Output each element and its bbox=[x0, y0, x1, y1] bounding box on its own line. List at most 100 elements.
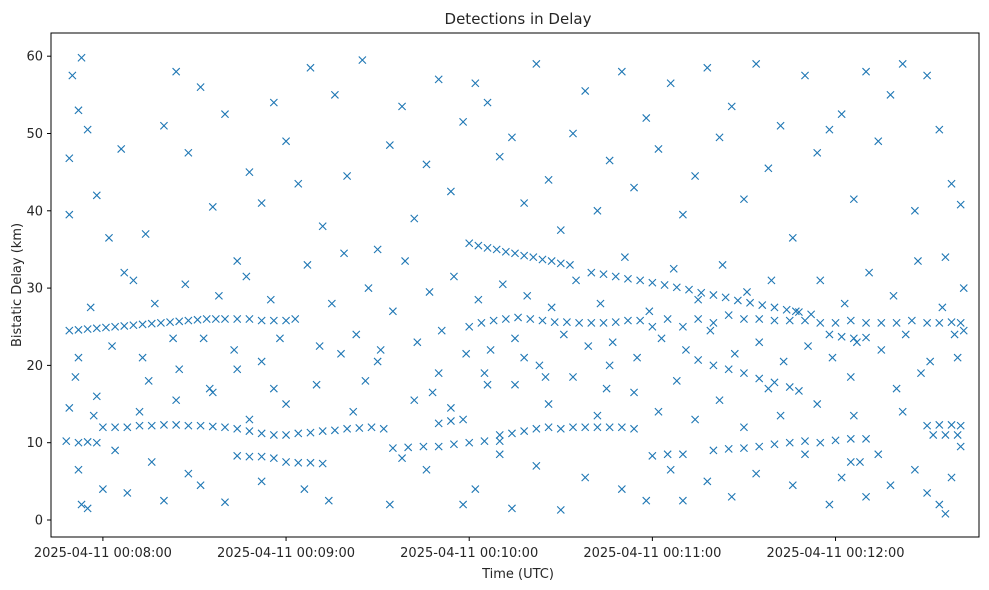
detection-point bbox=[208, 388, 217, 397]
detection-point bbox=[877, 318, 886, 327]
detection-point bbox=[849, 334, 858, 343]
detection-point bbox=[483, 98, 492, 107]
detection-point bbox=[648, 278, 657, 287]
detection-point bbox=[862, 492, 871, 501]
detection-point bbox=[68, 71, 77, 80]
detection-point bbox=[129, 321, 138, 330]
detection-point bbox=[602, 384, 611, 393]
detection-point bbox=[862, 318, 871, 327]
detection-point bbox=[419, 442, 428, 451]
detection-point bbox=[862, 333, 871, 342]
detection-point bbox=[156, 318, 165, 327]
detection-point bbox=[300, 485, 309, 494]
detection-point bbox=[697, 288, 706, 297]
detection-point bbox=[367, 423, 376, 432]
detection-point bbox=[953, 430, 962, 439]
detection-point bbox=[352, 330, 361, 339]
detection-point bbox=[801, 71, 809, 80]
detection-point bbox=[495, 450, 504, 459]
detection-point bbox=[480, 437, 489, 446]
detection-point bbox=[770, 316, 779, 325]
detection-point bbox=[111, 423, 120, 432]
detection-point bbox=[65, 210, 74, 219]
detection-point bbox=[849, 411, 858, 420]
detection-point bbox=[776, 411, 785, 420]
detection-point bbox=[779, 357, 788, 366]
detection-point bbox=[135, 421, 144, 430]
detection-point bbox=[312, 380, 321, 389]
detection-point bbox=[547, 257, 556, 266]
detection-point bbox=[269, 384, 278, 393]
detection-point bbox=[642, 114, 651, 123]
detection-point bbox=[434, 442, 443, 451]
detection-point bbox=[724, 365, 733, 374]
detection-point bbox=[929, 430, 938, 439]
detection-point bbox=[739, 444, 748, 453]
detection-point bbox=[923, 488, 932, 497]
detection-point bbox=[547, 303, 556, 312]
detection-point bbox=[956, 442, 965, 451]
detection-point bbox=[694, 295, 703, 304]
detection-point bbox=[587, 268, 596, 277]
x-axis-ticks: 2025-04-11 00:08:00 2025-04-11 00:09:00 20… bbox=[34, 537, 905, 561]
detection-point bbox=[343, 172, 352, 180]
detection-point bbox=[245, 452, 254, 461]
detection-point bbox=[199, 334, 208, 343]
detection-point bbox=[630, 183, 639, 192]
detection-point bbox=[947, 473, 956, 482]
detection-point bbox=[361, 376, 370, 385]
detection-point bbox=[483, 243, 492, 252]
detection-point bbox=[752, 59, 761, 68]
detection-point bbox=[184, 316, 193, 325]
detection-point bbox=[71, 372, 80, 381]
detection-point bbox=[120, 268, 129, 277]
detection-point bbox=[562, 318, 571, 327]
detection-point bbox=[385, 141, 394, 150]
detection-point bbox=[520, 251, 529, 260]
detection-point bbox=[681, 345, 690, 354]
detection-point bbox=[791, 307, 800, 316]
detection-point bbox=[172, 67, 181, 76]
detection-point bbox=[770, 378, 779, 387]
detection-point bbox=[98, 485, 107, 494]
detection-point bbox=[101, 323, 110, 332]
detection-point bbox=[196, 421, 205, 430]
detection-point bbox=[135, 407, 144, 416]
detection-point bbox=[471, 485, 480, 494]
detection-point bbox=[166, 318, 175, 327]
detection-point bbox=[141, 229, 150, 238]
detection-point bbox=[92, 392, 101, 401]
detection-point bbox=[837, 110, 846, 119]
detection-point bbox=[657, 334, 666, 343]
detection-point bbox=[92, 191, 101, 200]
detection-point bbox=[923, 421, 932, 430]
detection-point bbox=[257, 316, 266, 325]
detection-point bbox=[388, 307, 397, 316]
detection-point bbox=[785, 438, 794, 447]
detection-point bbox=[379, 424, 388, 433]
y-axis-ticks: 0 10 20 30 40 50 60 bbox=[26, 50, 51, 528]
detection-point bbox=[886, 481, 895, 490]
detection-point bbox=[184, 421, 193, 430]
detection-point bbox=[755, 442, 764, 451]
detection-point bbox=[74, 465, 83, 474]
detection-point bbox=[654, 144, 663, 153]
y-tick-label: 50 bbox=[26, 127, 43, 142]
detection-point bbox=[666, 465, 675, 474]
detection-point bbox=[569, 423, 577, 432]
detection-point bbox=[785, 383, 794, 392]
detection-point bbox=[767, 276, 776, 285]
detection-point bbox=[898, 59, 907, 68]
detection-point bbox=[111, 322, 120, 331]
detection-point bbox=[501, 247, 510, 256]
detection-point bbox=[730, 349, 739, 358]
detection-point bbox=[83, 504, 92, 513]
detection-point bbox=[874, 450, 883, 459]
detection-point bbox=[282, 316, 291, 325]
detection-point bbox=[233, 315, 242, 324]
detection-point bbox=[385, 500, 394, 509]
detection-point bbox=[401, 257, 410, 266]
detection-point bbox=[617, 67, 626, 76]
detection-point bbox=[129, 276, 138, 285]
detection-point bbox=[340, 249, 349, 258]
